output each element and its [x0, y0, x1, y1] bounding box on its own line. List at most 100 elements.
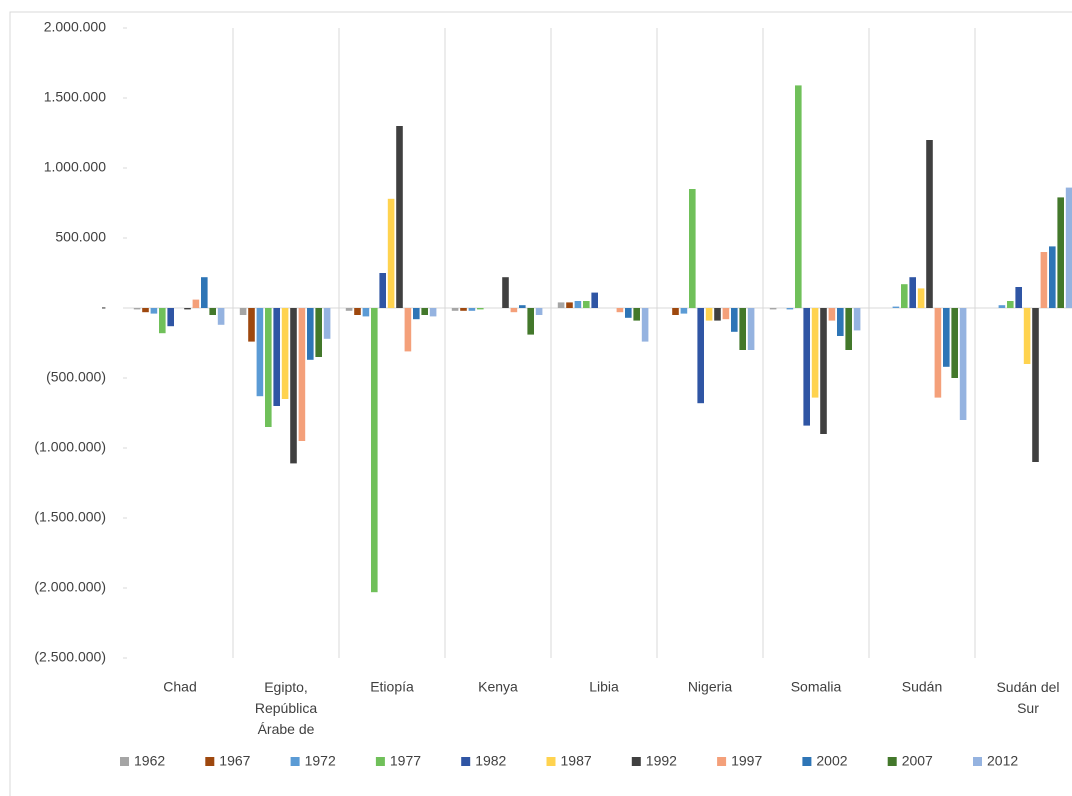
legend-swatch	[717, 757, 727, 766]
bar	[396, 126, 403, 308]
bar	[248, 308, 255, 342]
x-tick-label: Etiopía	[370, 679, 414, 695]
bar	[633, 308, 640, 321]
bar	[192, 299, 200, 308]
legend-label: 1962	[134, 753, 165, 769]
legend-swatch	[120, 757, 129, 766]
bar	[217, 308, 225, 325]
bar	[705, 308, 713, 321]
legend-swatch	[461, 757, 471, 766]
legend-label: 1987	[561, 753, 592, 769]
x-tick-label: Sudán del Sur	[996, 679, 1059, 716]
bar	[184, 308, 191, 310]
legend-label: 2007	[902, 753, 933, 769]
x-tick-label: Nigeria	[688, 679, 733, 695]
y-tick-label: 500.000	[55, 229, 106, 245]
legend-swatch	[973, 757, 982, 766]
bar	[616, 308, 624, 313]
legend-label: 2002	[816, 753, 847, 769]
legend-label: 1982	[475, 753, 506, 769]
x-tick-label: Chad	[163, 679, 196, 695]
x-tick-label: Libia	[589, 679, 619, 695]
bar	[892, 306, 900, 308]
bar	[527, 308, 534, 335]
y-tick-label: (1.500.000)	[34, 509, 106, 525]
bar	[959, 308, 967, 420]
bar	[421, 308, 428, 315]
bar	[845, 308, 852, 350]
bar	[786, 308, 794, 310]
bar	[1015, 287, 1022, 308]
bar	[722, 308, 730, 320]
bar	[256, 308, 264, 397]
legend-swatch	[546, 757, 556, 766]
bar	[307, 308, 314, 360]
bar	[769, 308, 777, 310]
bar	[133, 308, 141, 310]
bar	[557, 302, 565, 308]
bar	[281, 308, 289, 399]
bar	[451, 308, 459, 311]
bar	[853, 308, 861, 331]
y-tick-label: (2.000.000)	[34, 579, 106, 595]
y-tick-label: (2.500.000)	[34, 649, 106, 665]
bar	[354, 308, 361, 315]
bar	[519, 305, 526, 308]
x-tick-label: Sudán	[902, 679, 942, 695]
x-tick-label: Egipto, República Árabe de	[255, 679, 317, 737]
legend-swatch	[802, 757, 812, 766]
bar	[460, 308, 467, 311]
bar	[1065, 187, 1072, 308]
bar	[1057, 197, 1064, 308]
bar	[591, 292, 598, 308]
bar	[641, 308, 649, 342]
bar	[1040, 252, 1048, 308]
bar	[934, 308, 942, 398]
bar	[795, 85, 802, 309]
legend-label: 1992	[646, 753, 677, 769]
bar	[803, 308, 810, 426]
bar	[413, 308, 420, 320]
bar	[566, 302, 573, 308]
legend-swatch	[631, 757, 641, 766]
bar	[1007, 301, 1014, 308]
bar	[811, 308, 819, 398]
bar	[672, 308, 679, 315]
bar	[689, 189, 696, 308]
legend-label: 1977	[390, 753, 421, 769]
bar	[714, 308, 721, 321]
bar	[298, 308, 306, 441]
bar	[371, 308, 378, 593]
bar	[680, 308, 688, 314]
y-tick-label: 1.500.000	[44, 89, 106, 105]
bar	[1032, 308, 1039, 462]
bar	[265, 308, 272, 427]
y-tick-label: (500.000)	[46, 369, 106, 385]
legend-label: 1997	[731, 753, 762, 769]
y-tick-label: -	[101, 299, 106, 315]
bar	[747, 308, 755, 350]
y-tick-label: (1.000.000)	[34, 439, 106, 455]
bar	[142, 308, 149, 313]
legend-swatch	[205, 757, 215, 766]
bar	[404, 308, 412, 352]
legend-swatch	[375, 757, 385, 766]
legend-label: 1972	[305, 753, 336, 769]
bar	[837, 308, 844, 336]
bar	[951, 308, 958, 378]
legend-label: 1967	[219, 753, 250, 769]
bar	[502, 277, 509, 308]
bar	[901, 284, 908, 308]
chart-border	[9, 11, 1072, 796]
y-tick-label: 1.000.000	[44, 159, 106, 175]
legend-label: 2012	[987, 753, 1018, 769]
bar	[477, 308, 484, 310]
bar	[909, 277, 916, 308]
bar	[583, 301, 590, 308]
bar	[387, 198, 395, 308]
bar	[345, 308, 353, 311]
legend-swatch	[887, 757, 897, 766]
bar	[625, 308, 632, 318]
bar	[1049, 246, 1056, 308]
bar	[926, 140, 933, 308]
